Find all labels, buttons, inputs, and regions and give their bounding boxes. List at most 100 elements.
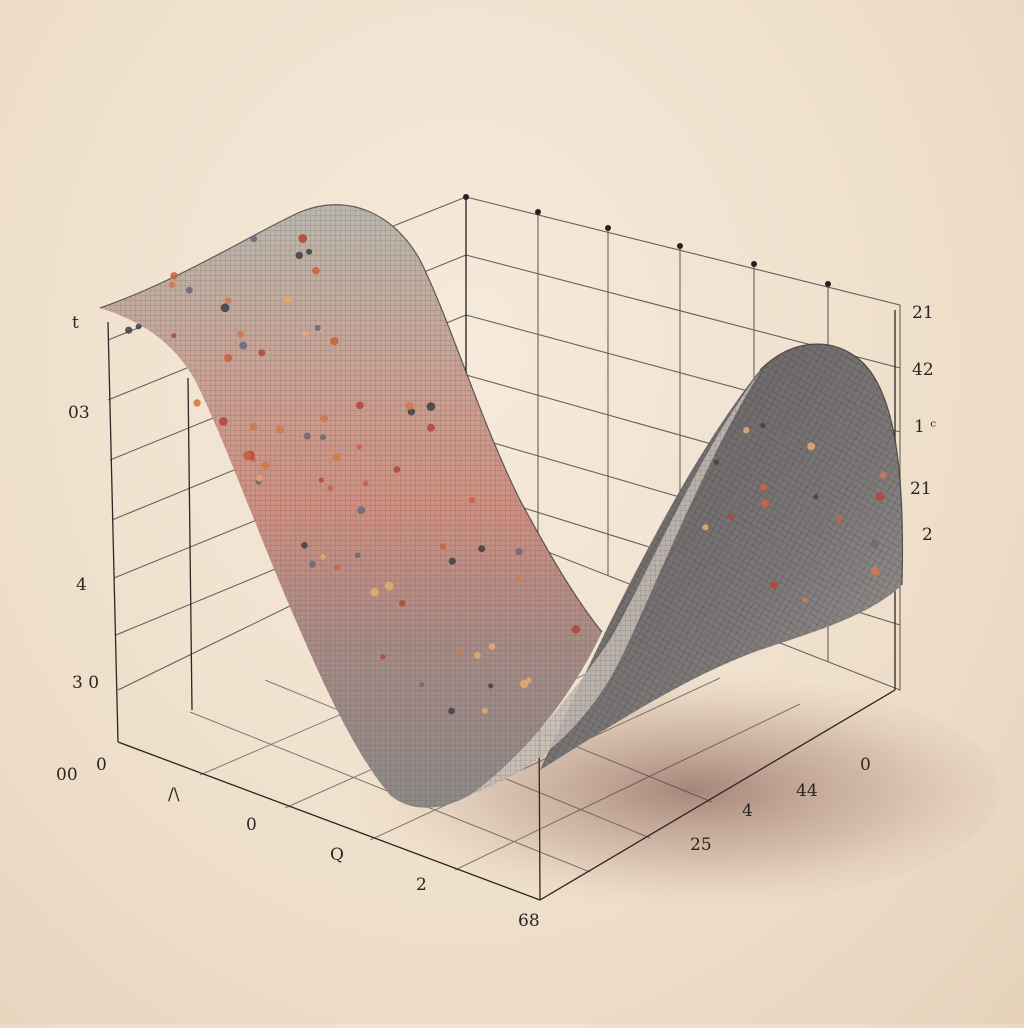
- scatter-point: [239, 341, 248, 350]
- scatter-point: [456, 647, 463, 654]
- scatter-point: [478, 545, 486, 553]
- grid-top-markers: [463, 194, 831, 287]
- scatter-point: [258, 349, 266, 357]
- scatter-point: [488, 643, 496, 650]
- scatter-point: [802, 597, 808, 603]
- grid-marker: [677, 243, 683, 249]
- scatter-point: [298, 234, 308, 243]
- scatter-point: [332, 452, 341, 462]
- scatter-point: [320, 554, 326, 560]
- scatter-point: [836, 515, 843, 522]
- scatter-point: [312, 266, 320, 275]
- scatter-point: [571, 625, 581, 634]
- scatter-point: [301, 542, 308, 549]
- scatter-point: [168, 281, 176, 289]
- scatter-point: [770, 581, 779, 590]
- scatter-point: [330, 337, 339, 346]
- scatter-point: [481, 707, 488, 714]
- scatter-point: [380, 654, 386, 660]
- scatter-point: [303, 432, 311, 440]
- scatter-point: [384, 581, 394, 591]
- scatter-point: [185, 286, 193, 294]
- surface-back-mesh: [540, 343, 903, 770]
- scatter-point: [225, 297, 232, 305]
- bottom-left-tick-label: Q: [330, 845, 344, 865]
- surface-edges: [99, 204, 904, 633]
- bottom-left-tick-label: 2: [416, 875, 427, 895]
- scatter-point: [469, 497, 475, 504]
- scatter-point: [135, 323, 142, 330]
- scatter-point: [439, 543, 446, 550]
- bottom-left-tick-label: 0: [246, 815, 257, 835]
- left-tick-label: 03: [68, 403, 90, 423]
- scatter-point: [356, 444, 362, 450]
- scatter-point: [807, 442, 816, 451]
- bottom-left-tick-label: /\: [168, 785, 180, 805]
- scatter-point: [728, 514, 734, 520]
- scatter-point: [250, 235, 258, 243]
- surface-front-mesh: [100, 204, 602, 808]
- scatter-point: [327, 485, 334, 492]
- bottom-right-tick-label: 25: [690, 835, 712, 855]
- left-tick-label: 4: [76, 575, 87, 595]
- scatter-point: [370, 587, 379, 597]
- scatter-point: [743, 427, 750, 434]
- scatter-point: [276, 425, 285, 434]
- scatter-point: [302, 330, 308, 337]
- scatter-point: [356, 401, 364, 410]
- scatter-point: [306, 248, 313, 255]
- scatter-point: [779, 432, 789, 442]
- scatter-point: [354, 552, 361, 558]
- tick-labels: t 03 4 3 0 21 42 1 ᶜ 21 2 00 0 /\ 0 Q 2 …: [56, 303, 936, 931]
- scatter-point: [515, 576, 521, 582]
- right-tick-label: 42: [912, 360, 934, 380]
- scatter-point: [237, 330, 245, 338]
- scatter-point: [320, 434, 327, 441]
- scatter-point: [448, 557, 456, 565]
- bottom-right-tick-label: 44: [796, 781, 818, 801]
- scatter-point: [871, 566, 880, 576]
- scatter-point: [318, 477, 324, 483]
- scatter-points: [125, 234, 887, 715]
- right-tick-label: 21: [910, 479, 932, 499]
- scatter-point: [515, 548, 523, 556]
- scatter-point: [171, 333, 177, 339]
- left-tick-label: t: [72, 313, 79, 333]
- right-tick-label: 21: [912, 303, 934, 323]
- scatter-point: [283, 295, 292, 304]
- scatter-point: [256, 475, 263, 482]
- scatter-point: [170, 272, 178, 280]
- scatter-point: [399, 600, 406, 607]
- scatter-point: [474, 652, 481, 659]
- scatter-point: [357, 506, 366, 515]
- scatter-point: [880, 472, 887, 479]
- scatter-point: [407, 408, 415, 416]
- scatter-point: [526, 677, 532, 684]
- scatter-point: [760, 422, 766, 429]
- scatter-point: [448, 707, 455, 715]
- scatter-point: [224, 354, 233, 363]
- scatter-point: [242, 451, 252, 460]
- scatter-point: [813, 494, 819, 500]
- scatter-point: [249, 422, 258, 431]
- scatter-point: [333, 564, 340, 571]
- left-tick-label: 3 0: [72, 673, 99, 693]
- right-tick-label: 1 ᶜ: [914, 417, 936, 437]
- scatter-point: [193, 399, 201, 407]
- bottom-left-tick-label: 00: [56, 765, 78, 785]
- scatter-point: [713, 459, 720, 465]
- bottom-right-tick-label: 4: [742, 801, 753, 821]
- scatter-point: [702, 524, 709, 531]
- grid-marker: [535, 209, 541, 215]
- bottom-right-tick-label: 0: [860, 755, 871, 775]
- scatter-point: [761, 499, 770, 508]
- scatter-point: [220, 303, 230, 313]
- scatter-point: [295, 251, 303, 260]
- scatter-point: [125, 326, 133, 334]
- scatter-point: [488, 683, 494, 689]
- scatter-point: [427, 423, 435, 432]
- right-tick-label: 2: [922, 525, 933, 545]
- surface-rise-mesh: [470, 372, 760, 795]
